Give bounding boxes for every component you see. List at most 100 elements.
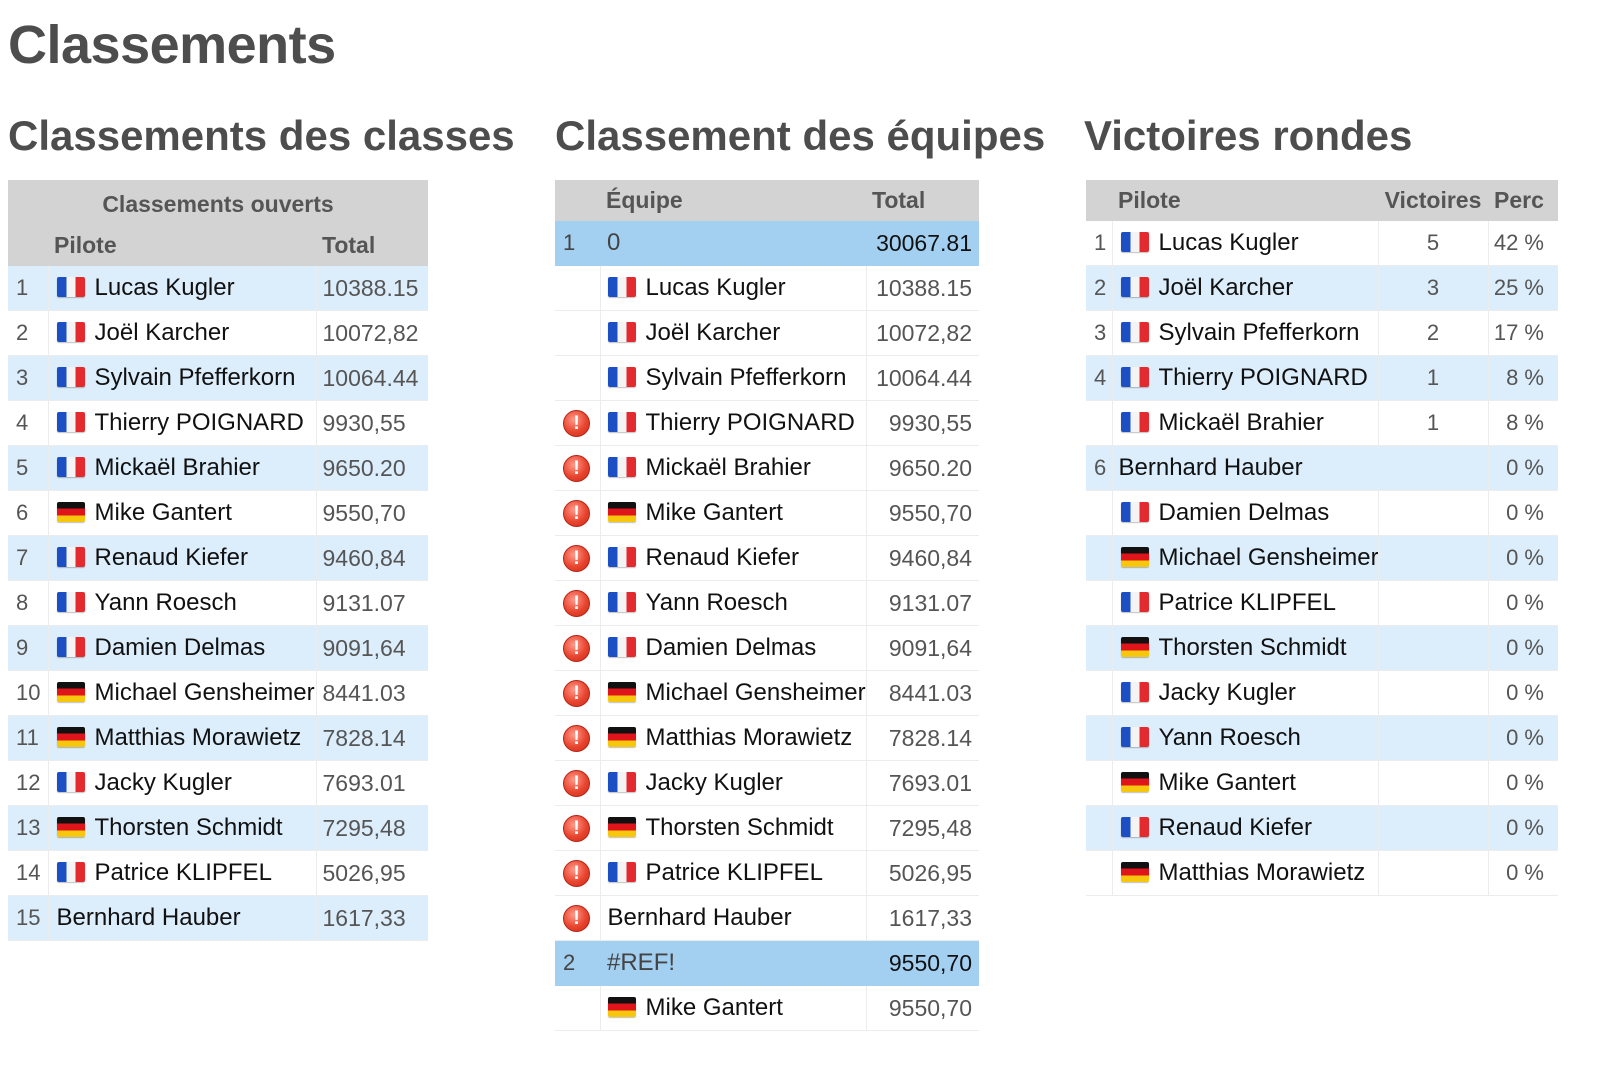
total-cell: 7295,48 — [865, 805, 979, 851]
total-cell: 9460,84 — [315, 535, 429, 581]
perc-cell: 0 % — [1487, 490, 1558, 536]
status-cell: ! — [555, 715, 600, 761]
germany-flag-icon — [56, 727, 85, 747]
pilot-name: #REF! — [607, 949, 676, 976]
status-cell: ! — [555, 760, 600, 806]
total-cell: 9131.07 — [315, 580, 429, 626]
total-cell: 9930,55 — [315, 400, 429, 446]
pilot-cell: Lucas Kugler — [1111, 221, 1378, 266]
team-row: 2 #REF! 9550,70 — [555, 940, 979, 986]
table-row: Damien Delmas 0 % — [1086, 490, 1558, 536]
pilot-name: Jacky Kugler — [1158, 679, 1296, 706]
rank-cell — [1086, 850, 1112, 896]
exclamation-warning-icon: ! — [563, 454, 590, 482]
france-flag-icon — [56, 772, 85, 792]
table-row: 1 Lucas Kugler 10388.15 — [8, 266, 429, 311]
pilot-name: Renaud Kiefer — [645, 544, 799, 571]
pilot-name: Thorsten Schmidt — [645, 814, 834, 841]
total-cell: 1617,33 — [865, 895, 979, 941]
pilot-cell: Lucas Kugler — [47, 266, 316, 311]
pilot-cell: Matthias Morawietz — [599, 715, 866, 761]
pilot-cell: Damien Delmas — [1111, 490, 1378, 536]
france-flag-icon — [607, 637, 636, 657]
total-cell: 10388.15 — [865, 265, 979, 311]
status-cell — [555, 265, 600, 311]
pilot-cell: Damien Delmas — [47, 625, 316, 671]
rank-cell: 6 — [1086, 445, 1112, 491]
france-flag-icon — [607, 412, 636, 432]
pilot-name: Lucas Kugler — [1158, 229, 1299, 256]
rank-cell — [1086, 625, 1112, 671]
rank-cell — [1086, 760, 1112, 806]
total-cell: 9550,70 — [865, 490, 979, 536]
group-header: Classements ouverts — [8, 180, 429, 225]
pilot-cell: Yann Roesch — [47, 580, 316, 626]
rank-cell: 12 — [8, 760, 48, 806]
pilot-name: Michael Gensheimer — [645, 679, 866, 706]
exclamation-warning-icon: ! — [563, 499, 590, 527]
perc-cell: 0 % — [1487, 625, 1558, 671]
pilot-name: Patrice KLIPFEL — [94, 859, 272, 886]
team-name-cell: 0 — [600, 221, 866, 266]
wins-cell: 3 — [1377, 265, 1488, 311]
pilot-cell: Michael Gensheimer — [599, 670, 866, 716]
germany-flag-icon — [56, 682, 85, 702]
pilot-cell: Thierry POIGNARD — [1111, 355, 1378, 401]
pilot-name: Patrice KLIPFEL — [645, 859, 823, 886]
france-flag-icon — [1120, 592, 1149, 612]
status-cell — [555, 310, 600, 356]
member-row: ! Matthias Morawietz 7828.14 — [555, 715, 979, 761]
pilot-cell: Sylvain Pfefferkorn — [47, 355, 316, 401]
france-flag-icon — [607, 547, 636, 567]
table-row: Mike Gantert 0 % — [1086, 760, 1558, 806]
total-cell: 7828.14 — [865, 715, 979, 761]
status-cell: ! — [555, 400, 600, 446]
team-rank-cell: 2 — [555, 940, 600, 986]
table-row: 2 Joël Karcher 3 25 % — [1086, 265, 1558, 311]
team-header: Équipe — [600, 180, 866, 221]
rank-cell — [1086, 715, 1112, 761]
pilot-name: 0 — [607, 229, 621, 256]
rank-cell: 5 — [8, 445, 48, 491]
total-cell: 9131.07 — [865, 580, 979, 626]
pilot-name: Mike Gantert — [94, 499, 232, 526]
table-row: Yann Roesch 0 % — [1086, 715, 1558, 761]
table-row: 4 Thierry POIGNARD 1 8 % — [1086, 355, 1558, 401]
member-row: Mike Gantert 9550,70 — [555, 985, 979, 1031]
total-cell: 1617,33 — [315, 895, 429, 941]
rank-cell: 7 — [8, 535, 48, 581]
perc-cell: 0 % — [1487, 760, 1558, 806]
pilot-cell: Lucas Kugler — [599, 265, 866, 311]
total-cell: 8441.03 — [315, 670, 429, 716]
france-flag-icon — [607, 862, 636, 882]
pilot-header: Pilote — [1112, 180, 1378, 221]
member-row: ! Michael Gensheimer 8441.03 — [555, 670, 979, 716]
table-row: 2 Joël Karcher 10072,82 — [8, 310, 429, 356]
pilot-cell: Renaud Kiefer — [47, 535, 316, 581]
table-row: Renaud Kiefer 0 % — [1086, 805, 1558, 851]
status-cell: ! — [555, 625, 600, 671]
pilot-cell: Jacky Kugler — [1111, 670, 1378, 716]
total-cell: 9091,64 — [315, 625, 429, 671]
class-standings-table: Classements ouverts Pilote Total 1 Lucas … — [8, 180, 429, 941]
table-row: 1 Lucas Kugler 5 42 % — [1086, 221, 1558, 266]
total-cell: 9550,70 — [865, 985, 979, 1031]
rank-cell: 2 — [1086, 265, 1112, 311]
pilot-cell: Joël Karcher — [599, 310, 866, 356]
perc-cell: 42 % — [1487, 221, 1558, 266]
rank-header — [8, 225, 48, 266]
class-standings-heading: Classements des classes — [8, 112, 515, 159]
total-cell: 9650.20 — [865, 445, 979, 491]
pilot-cell: Jacky Kugler — [599, 760, 866, 806]
pilot-name: Matthias Morawietz — [94, 724, 302, 751]
france-flag-icon — [1120, 502, 1149, 522]
exclamation-warning-icon: ! — [563, 544, 590, 572]
table-row: 3 Sylvain Pfefferkorn 10064.44 — [8, 355, 429, 401]
table-row: 13 Thorsten Schmidt 7295,48 — [8, 805, 429, 851]
rank-header — [1086, 180, 1112, 221]
wins-cell: 1 — [1377, 400, 1488, 446]
wins-cell — [1377, 490, 1488, 536]
wins-cell: 5 — [1377, 221, 1488, 266]
france-flag-icon — [607, 592, 636, 612]
total-cell: 10072,82 — [865, 310, 979, 356]
